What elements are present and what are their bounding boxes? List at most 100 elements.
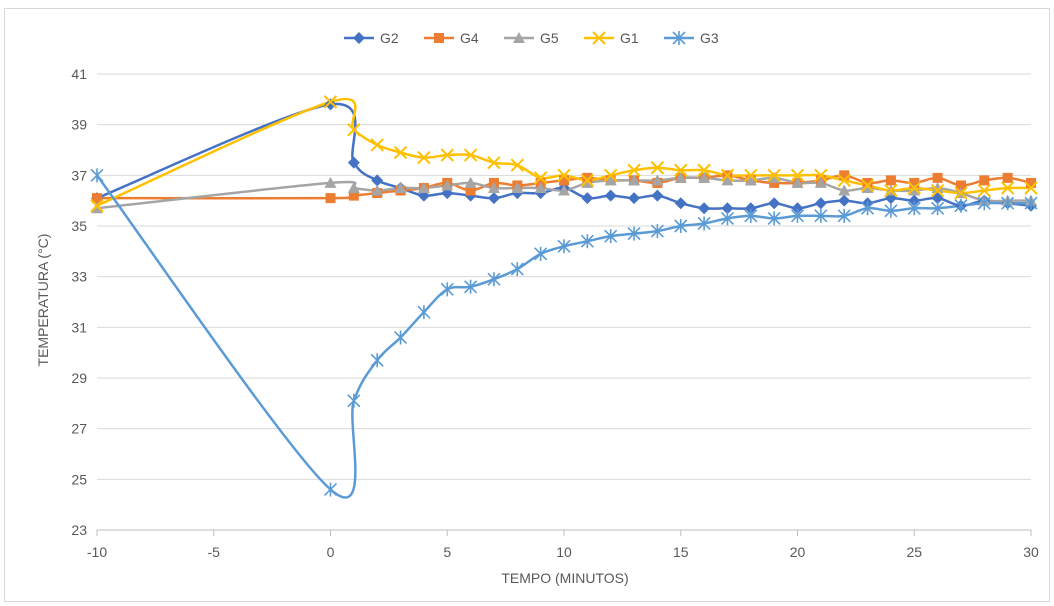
- data-point-g1: [90, 199, 104, 213]
- y-tick-label: 23: [71, 522, 87, 538]
- data-point-g2: [371, 174, 384, 187]
- data-point-g3: [440, 282, 454, 297]
- data-point-g4: [1002, 172, 1013, 183]
- data-point-g1: [790, 168, 805, 183]
- legend-swatch-marker: [592, 31, 606, 45]
- data-point-g3: [837, 208, 851, 223]
- data-point-g4: [465, 185, 476, 196]
- data-point-g3: [464, 279, 478, 294]
- data-point-g5: [371, 184, 384, 196]
- legend-item-g4: G4: [424, 30, 479, 46]
- gridlines: [97, 73, 1031, 531]
- legend-swatch-marker: [434, 33, 444, 43]
- series-lines: [95, 97, 1032, 499]
- data-point-g1: [370, 138, 384, 152]
- data-point-g3: [650, 224, 664, 239]
- data-point-g1: [837, 173, 851, 188]
- data-point-g2: [721, 202, 734, 215]
- data-point-g5: [91, 202, 103, 214]
- data-point-g4: [885, 175, 896, 186]
- data-point-g3: [931, 201, 945, 216]
- data-point-g5: [698, 171, 711, 183]
- data-point-g1: [580, 173, 595, 188]
- data-point-g4: [325, 193, 336, 204]
- legend-item-g5: G5: [504, 30, 559, 46]
- data-point-g3: [347, 393, 361, 408]
- data-point-g4: [909, 177, 920, 188]
- data-point-g5: [511, 182, 524, 193]
- y-tick-label: 41: [71, 66, 87, 82]
- data-point-g4: [932, 172, 943, 183]
- y-tick-label: 25: [71, 471, 87, 487]
- data-point-g1: [860, 178, 875, 193]
- data-point-g3: [907, 201, 921, 216]
- data-point-g1: [510, 158, 525, 172]
- data-point-g3: [580, 234, 594, 249]
- data-point-g3: [814, 208, 828, 223]
- data-point-g5: [534, 182, 547, 193]
- data-point-g1: [907, 181, 921, 195]
- data-point-g5: [628, 174, 641, 186]
- data-point-g1: [533, 171, 548, 185]
- data-point-g2: [674, 197, 687, 210]
- data-point-g5: [674, 171, 687, 183]
- legend-label: G1: [620, 30, 639, 46]
- data-point-g3: [954, 198, 968, 213]
- data-point-g4: [955, 180, 966, 191]
- data-point-g5: [768, 171, 781, 183]
- data-point-g1: [627, 163, 641, 177]
- data-point-g1: [1024, 181, 1038, 195]
- data-point-g2: [744, 202, 757, 215]
- x-tick-label: 25: [906, 544, 922, 560]
- data-point-g3: [393, 330, 408, 345]
- data-point-g1: [463, 148, 478, 162]
- data-point-g2: [698, 202, 711, 215]
- data-point-g3: [1001, 196, 1015, 211]
- data-point-g1: [720, 168, 735, 183]
- data-point-g3: [417, 305, 431, 320]
- data-point-g3: [90, 168, 104, 183]
- data-point-g1: [557, 168, 571, 183]
- data-point-g2: [651, 189, 664, 202]
- legend: G2 G4 G5 G1 G3: [344, 30, 719, 46]
- data-point-g5: [394, 182, 407, 193]
- data-point-g5: [721, 174, 734, 186]
- data-point-g1: [930, 183, 945, 198]
- data-point-g1: [323, 95, 338, 109]
- data-point-g2: [487, 192, 500, 205]
- x-tick-label: -10: [87, 544, 107, 560]
- data-point-g5: [931, 182, 944, 193]
- data-point-g4: [348, 190, 359, 201]
- data-point-g1: [347, 123, 361, 137]
- y-tick-label: 29: [71, 370, 87, 386]
- legend-label: G5: [540, 30, 559, 46]
- data-point-g5: [908, 184, 921, 196]
- data-point-g2: [604, 189, 617, 202]
- data-point-g5: [814, 176, 827, 188]
- data-point-g3: [884, 203, 898, 218]
- legend-item-g2: G2: [344, 30, 399, 46]
- y-axis-title: TEMPERATURA (°C): [35, 234, 51, 367]
- data-point-g2: [791, 202, 804, 215]
- y-tick-label: 33: [71, 269, 87, 285]
- y-tick-label: 39: [71, 117, 87, 133]
- data-point-g5: [487, 182, 500, 193]
- data-point-g5: [838, 184, 851, 196]
- data-point-g3: [767, 211, 781, 226]
- data-point-g2: [324, 98, 337, 111]
- data-point-g3: [627, 226, 641, 241]
- data-point-g5: [558, 184, 570, 196]
- data-point-g1: [954, 186, 968, 200]
- y-tick-label: 37: [71, 167, 87, 183]
- legend-item-g1: G1: [584, 30, 639, 46]
- data-point-g4: [559, 175, 569, 186]
- data-point-g4: [839, 170, 850, 181]
- legend-label: G4: [460, 30, 479, 46]
- data-point-g5: [417, 182, 430, 193]
- data-point-g3: [557, 239, 571, 254]
- data-point-g5: [861, 182, 874, 193]
- data-point-g3: [510, 262, 524, 277]
- series-line-g3: [95, 174, 1031, 499]
- data-point-g5: [324, 176, 337, 188]
